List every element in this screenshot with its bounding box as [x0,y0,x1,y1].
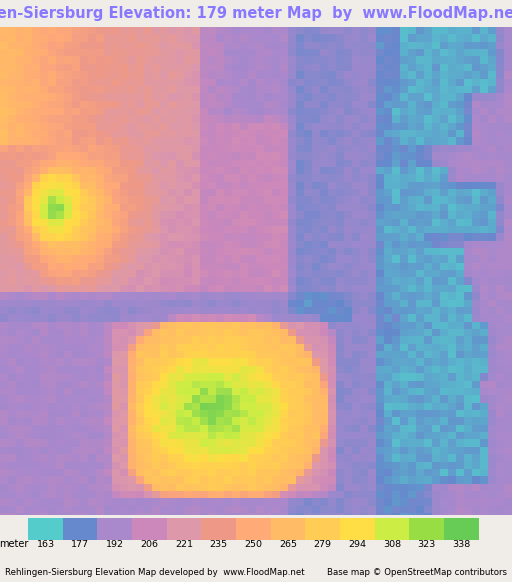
Bar [97,518,132,540]
Text: 235: 235 [210,540,228,548]
Bar [340,518,375,540]
Text: 265: 265 [279,540,297,548]
Text: 338: 338 [452,540,471,548]
Text: 177: 177 [71,540,89,548]
Bar [201,518,236,540]
Text: 250: 250 [244,540,263,548]
Bar [271,518,306,540]
Bar [28,518,63,540]
Text: Rehlingen-Siersburg Elevation Map developed by  www.FloodMap.net: Rehlingen-Siersburg Elevation Map develo… [5,567,305,577]
Bar [167,518,201,540]
Text: 279: 279 [314,540,332,548]
Bar [63,518,97,540]
Text: 163: 163 [36,540,55,548]
Bar [132,518,167,540]
Text: 192: 192 [106,540,124,548]
Text: 206: 206 [140,540,159,548]
Bar [306,518,340,540]
Text: Rehlingen-Siersburg Elevation: 179 meter Map  by  www.FloodMap.net (beta): Rehlingen-Siersburg Elevation: 179 meter… [0,6,512,21]
Text: 294: 294 [348,540,367,548]
Bar [375,518,410,540]
Text: meter: meter [0,538,28,549]
Bar [410,518,444,540]
Bar [444,518,479,540]
Text: 308: 308 [383,540,401,548]
Text: Base map © OpenStreetMap contributors: Base map © OpenStreetMap contributors [327,567,507,577]
Bar [236,518,271,540]
Text: 323: 323 [418,540,436,548]
Text: 221: 221 [175,540,193,548]
